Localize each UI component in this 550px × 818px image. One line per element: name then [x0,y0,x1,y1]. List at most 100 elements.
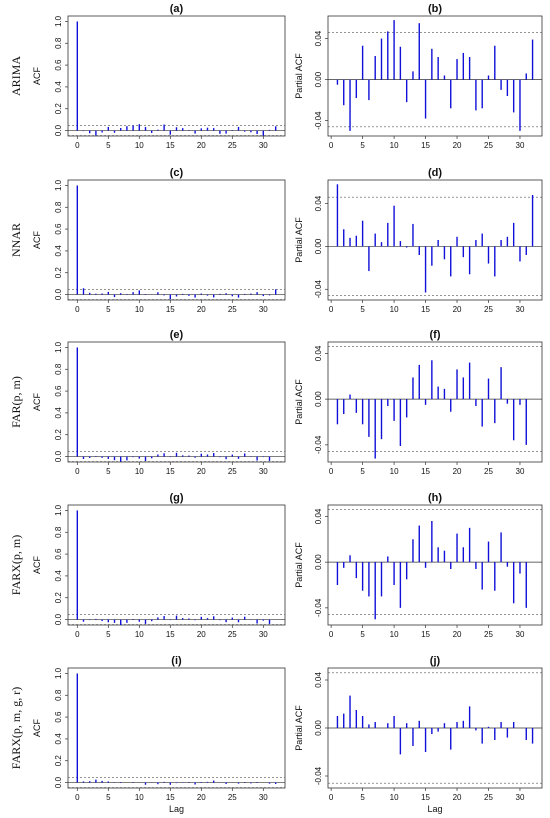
x-tick-label: 25 [484,305,493,314]
x-tick-label: 5 [106,467,111,476]
x-tick-label: 10 [135,630,144,639]
y-tick-label: 0.4 [54,245,63,257]
panel-title: (g) [169,492,183,504]
x-tick-label: 30 [516,141,525,150]
x-tick-label: 30 [259,305,268,314]
x-tick-label: 25 [484,467,493,476]
panel-d: (d) Partial ACF -0.04 0.00 0.04 0 5 10 15 20 25 30 [294,167,543,314]
y-tick-label: 0.8 [54,201,63,213]
y-tick-label: 0.04 [314,30,323,46]
x-tick-label: 15 [421,630,430,639]
plot-frame [67,179,286,301]
y-axis-label: Partial ACF [294,217,304,263]
plot-frame [67,504,286,626]
panel-title: (i) [171,655,182,667]
y-tick-label: 0.2 [54,755,63,767]
y-axis-label: ACF [32,66,42,85]
x-tick-label: 10 [135,793,144,802]
x-tick-label: 20 [453,141,462,150]
x-tick-label: 30 [516,305,525,314]
row-label-2: NNAR [9,223,23,257]
x-tick-label: 25 [484,630,493,639]
x-tick-label: 5 [360,630,365,639]
panel-i: (i) ACF 0.0 0.2 0.4 0.6 0.8 1.0 0 5 10 15 20 25 30 Lag [32,655,286,814]
y-tick-label: 0.04 [314,345,323,361]
x-tick-label: 5 [106,305,111,314]
x-tick-label: 20 [453,630,462,639]
panel-j: (j) Partial ACF -0.04 0.00 0.04 0 5 10 15 20 25 30 L… [294,655,543,814]
x-tick-label: 5 [360,467,365,476]
x-tick-label: 25 [484,793,493,802]
panel-title: (e) [170,329,184,341]
x-tick-label: 5 [106,141,111,150]
x-tick-label: 0 [75,141,80,150]
x-tick-label: 20 [197,630,206,639]
plot-frame [67,667,286,789]
y-tick-label: 0.6 [54,385,63,397]
y-tick-label: -0.04 [314,435,323,454]
x-tick-label: 5 [360,305,365,314]
plot-frame [327,15,543,137]
x-tick-label: 10 [390,305,399,314]
y-tick-label: 0.6 [54,711,63,723]
x-tick-label: 15 [166,141,175,150]
y-tick-label: 0.00 [314,391,323,407]
x-tick-label: 0 [329,305,334,314]
y-tick-label: 0.2 [54,103,63,115]
y-tick-label: 0.6 [54,548,63,560]
row-label-4: FARX(p, m) [9,535,23,595]
y-tick-label: 0.04 [314,195,323,211]
x-tick-label: 10 [135,467,144,476]
x-tick-label: 30 [259,793,268,802]
x-tick-label: 20 [453,793,462,802]
x-tick-label: 5 [360,141,365,150]
plot-frame [327,504,543,626]
y-tick-label: 0.04 [314,508,323,524]
y-tick-label: 0.6 [54,59,63,71]
x-tick-label: 20 [197,141,206,150]
y-tick-label: 0.4 [54,407,63,419]
x-tick-label: 15 [421,793,430,802]
x-tick-label: 25 [228,141,237,150]
x-axis-label: Lag [427,804,442,814]
x-tick-label: 15 [421,305,430,314]
x-tick-label: 30 [516,630,525,639]
x-tick-label: 30 [516,467,525,476]
panel-title: (b) [428,3,442,15]
y-tick-label: 0.4 [54,570,63,582]
x-tick-label: 10 [135,305,144,314]
panel-a: (a) ACF 0.0 0.2 0.4 0.6 0.8 1.0 0 5 10 15 20 25 30 [32,3,286,150]
y-tick-label: 0.2 [54,592,63,604]
y-tick-label: 0.00 [314,71,323,87]
x-tick-label: 30 [259,141,268,150]
y-tick-label: 0.2 [54,267,63,279]
x-tick-label: 10 [390,467,399,476]
panel-f: (f) Partial ACF -0.04 0.00 0.04 0 5 10 15 20 25 30 [294,329,543,476]
panel-title: (j) [430,655,441,667]
panel-title: (c) [170,167,184,179]
x-tick-label: 20 [197,793,206,802]
x-tick-label: 0 [329,630,334,639]
x-tick-label: 5 [360,793,365,802]
x-tick-label: 15 [166,793,175,802]
x-tick-label: 10 [390,141,399,150]
x-tick-label: 0 [329,467,334,476]
x-tick-label: 25 [228,467,237,476]
plot-frame [327,341,543,463]
y-tick-label: -0.04 [314,280,323,299]
x-tick-label: 10 [390,630,399,639]
x-tick-label: 10 [135,141,144,150]
y-tick-label: 1.0 [54,667,63,679]
y-tick-label: 0.8 [54,526,63,538]
y-tick-label: 0.00 [314,720,323,736]
x-tick-label: 30 [259,630,268,639]
x-tick-label: 30 [516,793,525,802]
y-axis-label: Partial ACF [294,705,304,751]
y-tick-label: 0.8 [54,689,63,701]
y-tick-label: 0.0 [54,450,63,462]
x-tick-label: 0 [329,793,334,802]
y-tick-label: 1.0 [54,341,63,353]
panel-b: (b) Partial ACF -0.04 0.00 0.04 0 5 10 15 20 25 30 [294,3,543,150]
y-tick-label: 0.0 [54,288,63,300]
